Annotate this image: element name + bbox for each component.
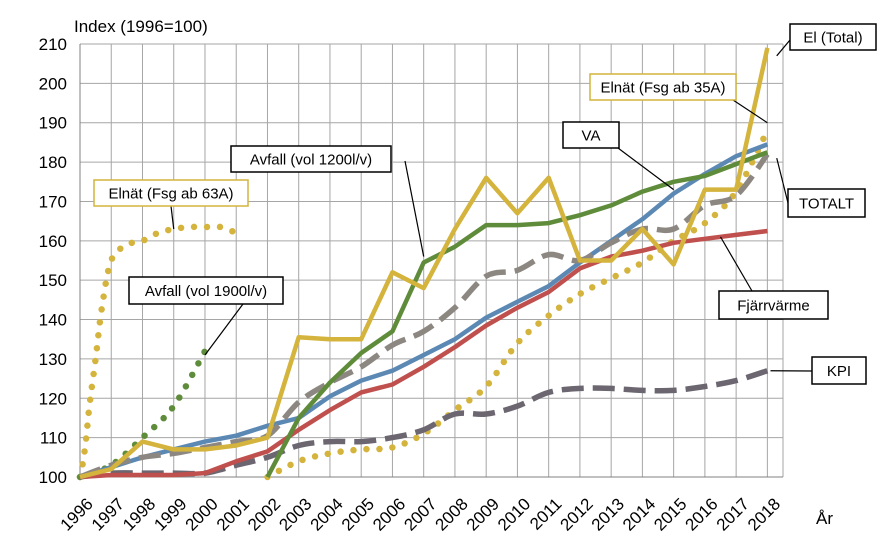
x-axis-title: År bbox=[816, 509, 833, 528]
legend-label-totalt: TOTALT bbox=[799, 196, 854, 213]
series-layer bbox=[76, 47, 771, 481]
series-line-kpi bbox=[79, 368, 769, 480]
y-tick-label: 100 bbox=[39, 468, 67, 487]
series-line-avfall-vol-1200l-v bbox=[265, 150, 769, 479]
series-line-eln-t-fsg-ab-35a bbox=[264, 127, 771, 481]
legend-label-el-totalt: El (Total) bbox=[803, 30, 862, 47]
series-line-fj-rrv-rme bbox=[79, 228, 768, 480]
series-line-el-totalt bbox=[79, 47, 770, 480]
legend-label-va: VA bbox=[582, 128, 601, 145]
series-line-va bbox=[79, 142, 769, 480]
y-tick-label: 190 bbox=[39, 114, 67, 133]
y-tick-label: 170 bbox=[39, 192, 67, 211]
y-tick-label: 140 bbox=[39, 311, 67, 330]
y-tick-label: 130 bbox=[39, 350, 67, 369]
callout-leader-va bbox=[617, 147, 675, 191]
callout-leader-totalt bbox=[776, 158, 789, 204]
legend-label-fj-rrv-rme: Fjärrvärme bbox=[737, 298, 810, 315]
callout-box-avfall-vol-1900l-v bbox=[128, 276, 284, 305]
callout-box-avfall-vol-1200l-v bbox=[230, 145, 392, 173]
legend-label-avfall-vol-1200l-v: Avfall (vol 1200l/v) bbox=[250, 152, 372, 169]
y-tick-label: 110 bbox=[40, 429, 67, 448]
y-tick-label: 210 bbox=[39, 35, 67, 54]
legend-label-eln-t-fsg-ab-35a: Elnät (Fsg ab 35A) bbox=[600, 80, 725, 97]
callout-box-eln-t-fsg-ab-35a bbox=[589, 73, 737, 101]
series-line-totalt bbox=[79, 152, 770, 480]
y-tick-label: 120 bbox=[39, 389, 67, 408]
callout-box-el-totalt bbox=[789, 23, 877, 51]
y-tick-label: 200 bbox=[39, 74, 67, 93]
callout-box-eln-t-fsg-ab-63a bbox=[93, 179, 249, 207]
y-tick-label: 180 bbox=[39, 153, 67, 172]
y-axis: 100 110 120 130 140 150 160 170 180 190 200 210 bbox=[39, 35, 67, 487]
y-tick-label: 150 bbox=[39, 271, 67, 290]
y-axis-title: Index (1996=100) bbox=[74, 17, 208, 36]
callout-leader-avfall-vol-1200l-v bbox=[404, 160, 425, 257]
callout-leader-fj-rrv-rme bbox=[719, 236, 753, 292]
series-line-avfall-vol-1900l-v bbox=[76, 347, 209, 481]
callout-box-va bbox=[562, 121, 620, 149]
callout-box-kpi bbox=[811, 356, 867, 385]
legend-label-kpi: KPI bbox=[827, 363, 851, 380]
y-tick-label: 160 bbox=[39, 232, 67, 251]
legend-label-avfall-vol-1900l-v: Avfall (vol 1900l/v) bbox=[145, 283, 267, 300]
callouts-layer: El (Total) Elnät (Fsg ab 35A) VA Avfall (vo… bbox=[93, 23, 877, 385]
callout-leader-avfall-vol-1900l-v bbox=[204, 303, 244, 356]
callout-leader-eln-t-fsg-ab-63a bbox=[170, 205, 175, 230]
callout-leader-eln-t-fsg-ab-35a bbox=[729, 97, 768, 124]
callout-box-totalt bbox=[787, 188, 866, 218]
callout-box-fj-rrv-rme bbox=[718, 290, 829, 320]
legend-label-eln-t-fsg-ab-63a: Elnät (Fsg ab 63A) bbox=[108, 186, 233, 203]
callout-leader-el-totalt bbox=[776, 39, 791, 57]
